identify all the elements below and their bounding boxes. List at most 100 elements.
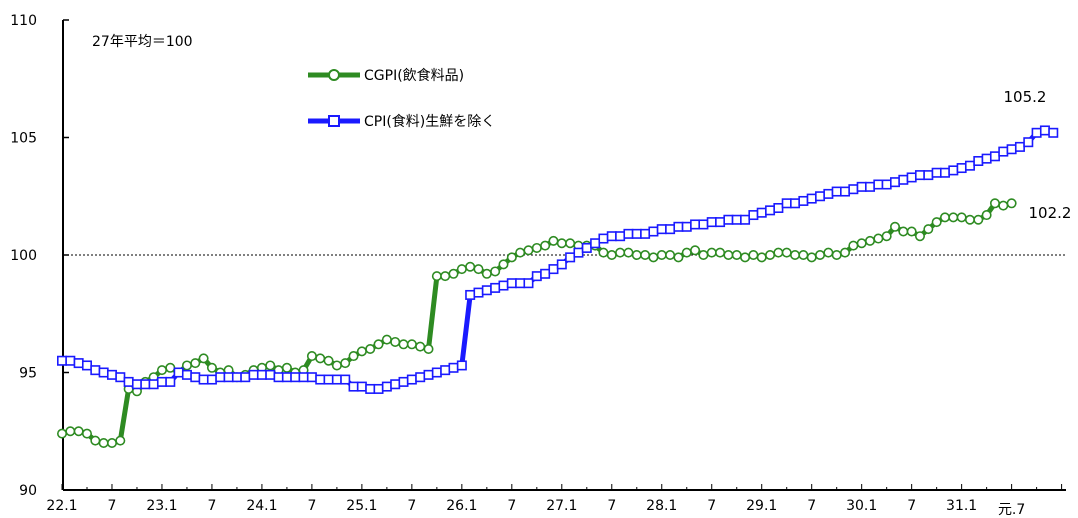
data-point [431,271,442,282]
data-point [506,278,517,289]
data-point [1014,141,1025,152]
data-point [981,210,992,221]
data-point [848,184,859,195]
data-point [81,360,92,371]
data-point [781,198,792,209]
data-point [373,383,384,394]
data-point [590,238,601,249]
data-point [65,426,76,437]
data-point [540,240,551,251]
data-point [356,346,367,357]
y-axis-ticks: 90 95 100 105 110 [10,13,69,499]
data-point [740,214,751,225]
x-tick-label: 23.1 [146,498,177,514]
data-point [198,374,209,385]
data-point [615,231,626,242]
data-point [115,372,126,383]
data-point [306,351,317,362]
data-point [323,355,334,366]
data-point [756,207,767,218]
data-point [665,250,676,261]
data-point [598,233,609,244]
y-tick-label: 90 [19,483,37,499]
data-point [398,339,409,350]
data-point [931,167,942,178]
data-point [340,374,351,385]
data-point [706,247,717,258]
data-point [989,151,1000,162]
data-point [765,205,776,216]
data-point [465,289,476,300]
data-point [840,247,851,258]
data-point [865,235,876,246]
data-point [481,285,492,296]
data-point [881,231,892,242]
data-point [273,372,284,383]
legend-marker-cgpi [328,69,340,81]
data-point [623,247,634,258]
data-point [598,247,609,258]
legend-label-cpi: CPI(食料)生鮮を除く [364,113,495,130]
data-point [490,282,501,293]
data-point [98,437,109,448]
data-point [73,426,84,437]
data-point [706,217,717,228]
data-point [365,343,376,354]
data-point [498,259,509,270]
data-point [423,369,434,380]
data-point [381,334,392,345]
data-point [656,250,667,261]
data-point [939,167,950,178]
data-point [281,372,292,383]
data-point [798,250,809,261]
data-point [723,250,734,261]
data-point [356,381,367,392]
x-tick-label: 7 [907,498,916,514]
legend-item-cpi: CPI(食料)生鮮を除く [308,113,495,130]
data-point [623,228,634,239]
data-point [81,428,92,439]
data-point [90,435,101,446]
x-tick-label: 22.1 [46,498,77,514]
data-point [265,360,276,371]
data-point [140,379,151,390]
y-tick-label: 100 [10,248,37,264]
data-point [815,250,826,261]
data-point [298,372,309,383]
data-point [240,372,251,383]
data-point [148,379,159,390]
data-point [631,228,642,239]
data-point [1031,127,1042,138]
data-point [781,247,792,258]
data-point [865,181,876,192]
data-point [948,212,959,223]
data-point [531,271,542,282]
data-point [964,214,975,225]
x-tick-label: 7 [607,498,616,514]
data-point [656,224,667,235]
data-point [448,268,459,279]
data-point [681,221,692,232]
data-point [1006,198,1017,209]
data-point [790,198,801,209]
data-point [565,238,576,249]
data-point [715,247,726,258]
data-point [631,250,642,261]
data-point [648,252,659,263]
legend-label-cgpi: CGPI(飲食料品) [364,67,464,84]
data-point [248,369,259,380]
end-value-label-cpi: 105.2 [1004,88,1047,106]
data-point [456,360,467,371]
data-point [123,376,134,387]
data-point [390,336,401,347]
data-point [206,362,217,373]
data-point [815,191,826,202]
data-point [673,252,684,263]
data-point [465,261,476,272]
data-point [906,172,917,183]
y-tick-label: 110 [10,13,37,29]
data-point [831,186,842,197]
x-tick-label: 24.1 [246,498,277,514]
data-point [190,358,201,369]
